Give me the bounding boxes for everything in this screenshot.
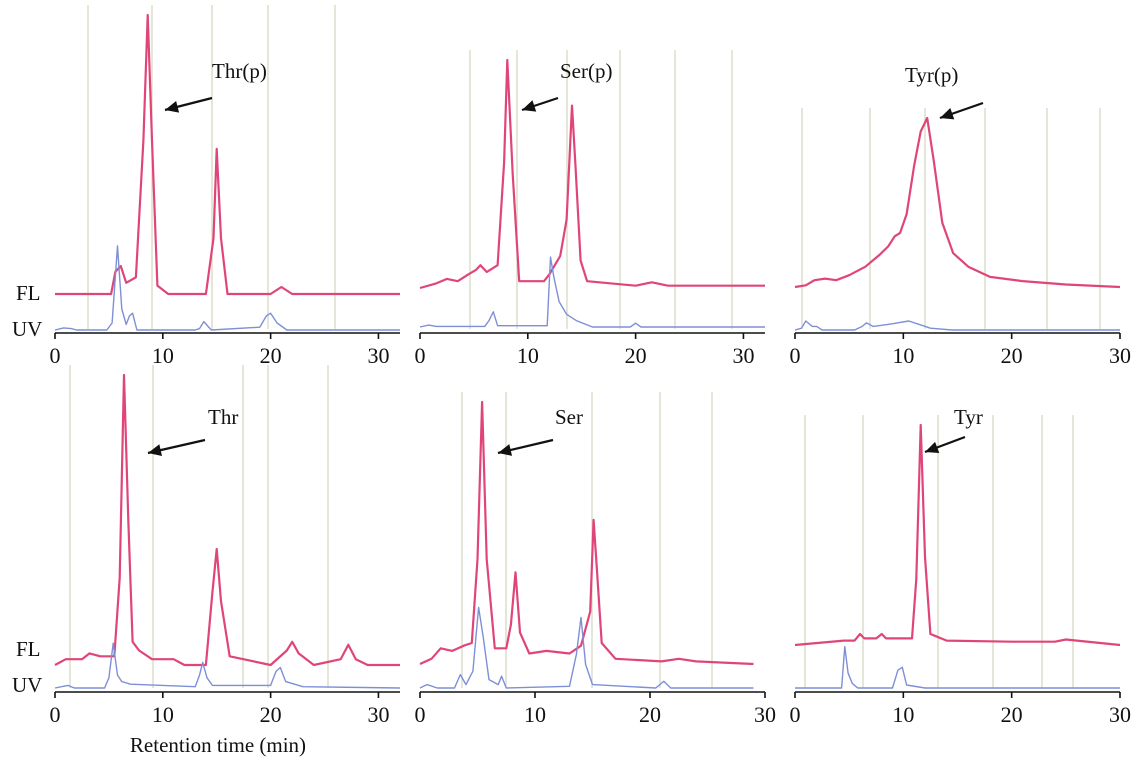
x-tick-label: 20 (625, 343, 647, 368)
x-tick-label: 30 (367, 702, 389, 727)
x-tick-label: 30 (732, 343, 754, 368)
chart-panel-5: 0 10 20 30 Ser (415, 392, 776, 727)
peak-arrow-head (498, 444, 513, 456)
uv-trace-label: UV (12, 317, 42, 341)
peak-arrow-head (925, 441, 940, 454)
x-axis-title: Retention time (min) (130, 733, 306, 757)
peak-label: Tyr(p) (905, 63, 958, 87)
x-tick-label: 10 (152, 702, 174, 727)
peak-label: Tyr (954, 405, 983, 429)
x-tick-label: 10 (517, 343, 539, 368)
peak-label: Thr (208, 405, 238, 429)
x-tick-label: 0 (415, 343, 426, 368)
fl-trace (55, 13, 400, 296)
fl-trace (419, 400, 754, 666)
x-tick-label: 30 (367, 343, 389, 368)
peak-arrow-head (148, 444, 163, 456)
uv-trace (54, 245, 400, 331)
uv-trace (794, 320, 1120, 331)
x-tick-label: 10 (892, 702, 914, 727)
x-tick-label: 0 (50, 702, 61, 727)
chart-panel-2: 0 10 20 30 Ser(p) (415, 50, 765, 368)
x-tick-label: 20 (260, 702, 282, 727)
x-tick-label: 30 (1109, 702, 1131, 727)
x-tick-label: 10 (524, 702, 546, 727)
peak-arrow-head (522, 100, 537, 112)
x-tick-label: 0 (790, 343, 801, 368)
fl-trace (794, 423, 1121, 647)
uv-trace (419, 256, 765, 328)
x-tick-label: 20 (639, 702, 661, 727)
x-tick-label: 20 (1001, 343, 1023, 368)
x-tick-label: 0 (415, 702, 426, 727)
x-tick-label: 30 (754, 702, 776, 727)
x-tick-label: 0 (790, 702, 801, 727)
chart-panel-6: 0 10 20 30 Tyr (790, 405, 1132, 727)
chart-panel-4: 0 10 20 30 Thr (50, 365, 401, 727)
x-tick-label: 20 (260, 343, 282, 368)
peak-label: Ser(p) (560, 59, 612, 83)
fl-trace-label: FL (16, 281, 41, 305)
peak-label: Ser (555, 405, 583, 429)
uv-trace (54, 642, 401, 689)
peak-arrow-head (940, 108, 955, 120)
x-tick-label: 30 (1109, 343, 1131, 368)
uv-trace-label: UV (12, 673, 42, 697)
x-tick-label: 20 (1001, 702, 1023, 727)
peak-arrow-head (165, 100, 180, 113)
x-tick-label: 10 (892, 343, 914, 368)
fl-trace-label: FL (16, 637, 41, 661)
peak-label: Thr(p) (212, 59, 267, 83)
uv-trace (419, 606, 754, 689)
uv-trace (795, 645, 1120, 689)
chart-panel-3: 0 10 20 30 Tyr(p) (790, 63, 1132, 368)
chart-panel-1: 0 10 20 30 Thr(p) (50, 5, 400, 368)
x-tick-label: 0 (50, 343, 61, 368)
fl-trace (419, 58, 765, 290)
x-tick-label: 10 (152, 343, 174, 368)
fl-trace (794, 116, 1121, 289)
fl-trace (54, 373, 400, 667)
